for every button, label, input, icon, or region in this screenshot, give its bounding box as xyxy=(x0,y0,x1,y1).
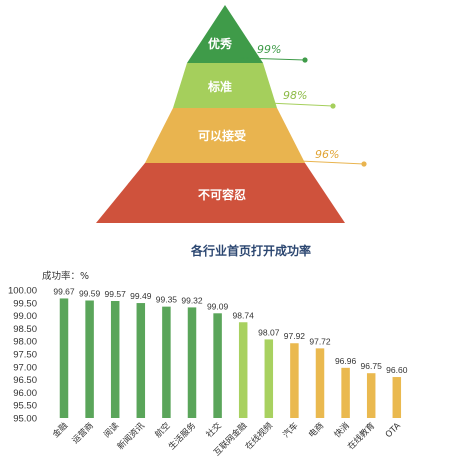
pyramid-label-intolerable: 不可容忍 xyxy=(198,187,246,202)
pyramid-tier-acceptable xyxy=(145,108,305,163)
data-label: 97.92 xyxy=(284,331,306,341)
bar xyxy=(238,322,248,418)
pyramid-value-excellent: 99% xyxy=(257,43,281,56)
pyramid-value-standard: 98% xyxy=(283,89,307,102)
data-label: 99.32 xyxy=(181,295,203,305)
data-label: 99.35 xyxy=(156,295,178,305)
pyramid-label-excellent: 优秀 xyxy=(208,36,233,51)
y-tick-label: 99.00 xyxy=(13,311,37,322)
bar xyxy=(264,339,274,418)
y-tick-label: 99.50 xyxy=(13,298,37,309)
quality-pyramid: 优秀 标准 可以接受 不可容忍 99% 98% 96% xyxy=(96,5,367,223)
data-label: 96.96 xyxy=(335,356,357,366)
y-tick-label: 98.00 xyxy=(13,337,37,348)
x-tick-label: 运营商 xyxy=(70,420,96,446)
bar xyxy=(315,348,325,418)
bar xyxy=(162,306,171,418)
data-label: 99.09 xyxy=(207,301,229,311)
data-labels: 99.67 99.59 99.57 99.49 99.35 99.32 99.09 98.74… xyxy=(53,286,407,375)
y-axis-label: 成功率：% xyxy=(42,270,89,282)
x-tick-label: 社交 xyxy=(204,420,224,440)
x-tick-label: 汽车 xyxy=(281,420,301,440)
x-tick-label: 航空 xyxy=(153,420,173,440)
y-tick-label: 98.50 xyxy=(13,324,37,335)
y-tick-label: 97.00 xyxy=(13,362,37,373)
x-tick-label: 电商 xyxy=(306,420,326,440)
y-tick-label: 95.50 xyxy=(13,401,37,412)
data-label: 99.57 xyxy=(105,289,127,299)
pyramid-label-standard: 标准 xyxy=(207,79,232,94)
x-tick-label: 阅读 xyxy=(102,420,122,440)
x-tick-label: 快消 xyxy=(332,420,352,440)
x-tick-label: 金融 xyxy=(50,420,70,440)
data-label: 97.72 xyxy=(309,336,331,346)
bar xyxy=(85,300,94,418)
bar xyxy=(341,367,350,418)
y-tick-label: 96.00 xyxy=(13,388,37,399)
bars xyxy=(59,298,402,418)
callout-dot-excellent xyxy=(302,57,308,63)
y-tick-label: 100.00 xyxy=(8,286,37,297)
y-tick-label: 96.50 xyxy=(13,375,37,386)
pyramid-tier-standard xyxy=(173,63,277,108)
y-tick-label: 97.50 xyxy=(13,350,37,361)
pyramid-label-acceptable: 可以接受 xyxy=(198,128,246,143)
x-tick-label: 新闻资讯 xyxy=(115,420,147,452)
x-tick-label: OTA xyxy=(384,421,403,440)
bar xyxy=(187,307,197,418)
bar xyxy=(366,373,376,418)
callout-dot-acceptable xyxy=(361,161,367,167)
bar xyxy=(110,301,120,418)
bar xyxy=(213,313,222,418)
x-tick-label: 在线教育 xyxy=(345,420,377,452)
y-tick-label: 95.00 xyxy=(13,414,37,425)
pyramid-tier-excellent xyxy=(187,5,263,63)
callout-line-acceptable xyxy=(299,160,365,165)
data-label: 98.07 xyxy=(258,327,280,337)
pyramid-tier-intolerable xyxy=(96,163,345,223)
data-label: 96.75 xyxy=(361,361,383,371)
data-label: 98.74 xyxy=(233,310,255,320)
data-label: 99.67 xyxy=(53,286,75,296)
callout-line-standard xyxy=(267,102,334,107)
bar xyxy=(59,298,69,418)
x-tick-label: 生活服务 xyxy=(166,420,198,452)
bar xyxy=(290,343,299,418)
pyramid-value-acceptable: 96% xyxy=(315,148,339,161)
bar xyxy=(136,303,146,418)
x-tick-label: 在线视频 xyxy=(243,420,275,452)
callout-line-excellent xyxy=(239,57,306,61)
data-label: 96.60 xyxy=(386,365,408,375)
callout-dot-standard xyxy=(330,103,336,109)
chart-title: 各行业首页打开成功率 xyxy=(190,243,311,258)
data-label: 99.59 xyxy=(79,288,101,298)
bar xyxy=(392,377,402,418)
data-label: 99.49 xyxy=(130,291,152,301)
